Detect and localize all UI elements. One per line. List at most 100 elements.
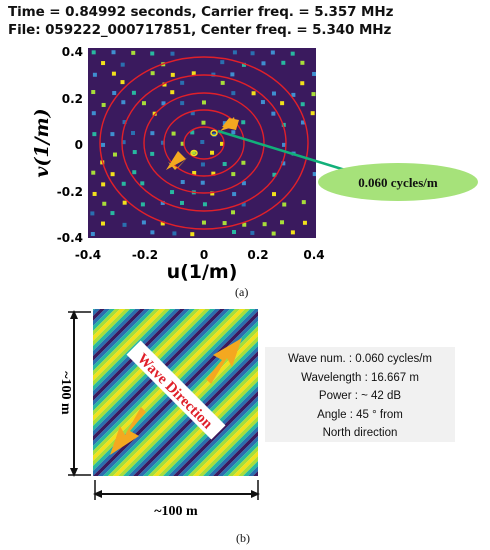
header-line-2: File: 059222_000717851, Center freq. = 5… bbox=[8, 22, 392, 38]
y-tick: -0.4 bbox=[57, 231, 83, 245]
spectrum-plot: 0.060 cycles/m -0.4 -0.2 0 0.2 0.4 0.4 0… bbox=[31, 45, 478, 283]
spectrum-pixel bbox=[112, 152, 117, 157]
spectrum-pixel bbox=[231, 91, 236, 96]
spectrum-pixel bbox=[270, 50, 275, 55]
spectrum-pixel bbox=[160, 200, 165, 205]
x-axis-label: u(1/m) bbox=[167, 261, 238, 283]
wave-stripe bbox=[0, 269, 25, 476]
info-line: North direction bbox=[322, 427, 398, 439]
wave-info-panel: Wave num. : 0.060 cycles/m Wavelength : … bbox=[265, 347, 455, 442]
wave-stripe bbox=[238, 456, 258, 476]
direction-arrow bbox=[206, 338, 242, 384]
spectrum-pixel bbox=[230, 72, 235, 77]
wave-stripe bbox=[223, 441, 258, 476]
spectrum-pixel bbox=[101, 61, 106, 66]
spectrum-pixel bbox=[201, 220, 206, 225]
spectrum-pixel bbox=[91, 170, 96, 175]
spectrum-pixel bbox=[180, 141, 185, 146]
y-tick: 0.2 bbox=[62, 92, 83, 106]
spectrum-pixel bbox=[242, 222, 247, 227]
spectrum-pixel bbox=[150, 51, 155, 56]
spectrum-pixel bbox=[222, 221, 227, 226]
spectrum-pixel bbox=[110, 172, 115, 177]
y-tick: 0 bbox=[75, 138, 83, 152]
spectrum-pixel bbox=[121, 140, 126, 145]
header-line-1: Time = 0.84992 seconds, Carrier freq. = … bbox=[8, 4, 394, 20]
wave-stripe bbox=[188, 406, 258, 476]
wave-stripe bbox=[0, 269, 20, 476]
spectrum-pixel bbox=[300, 102, 305, 107]
spectrum-pixel bbox=[290, 51, 295, 56]
y-axis-label: v(1/m) bbox=[31, 108, 53, 177]
spectrum-pixel bbox=[121, 181, 126, 186]
spectrum-pixel bbox=[92, 72, 97, 77]
contour-rings bbox=[99, 56, 309, 230]
spectrum-pixel bbox=[170, 190, 175, 195]
spectrum-pixel bbox=[200, 180, 205, 185]
spectrum-pixel bbox=[131, 90, 136, 95]
spectrum-pixel bbox=[222, 162, 227, 167]
spectrum-pixel bbox=[100, 221, 105, 226]
wave-stripe bbox=[0, 269, 35, 476]
spectrum-pixel bbox=[101, 182, 106, 187]
spectrum-pixel bbox=[91, 50, 96, 55]
direction-arrow bbox=[168, 157, 188, 170]
spectrum-pixel bbox=[260, 100, 265, 105]
height-label: ~100 m bbox=[58, 371, 73, 415]
spectrum-pixel bbox=[192, 170, 197, 175]
y-tick: 0.4 bbox=[62, 45, 83, 59]
spectrum-pixel bbox=[232, 50, 237, 55]
caption-a: (a) bbox=[235, 285, 249, 299]
spectrum-pixel bbox=[271, 231, 276, 236]
wave-stripe bbox=[0, 269, 30, 476]
spectrum-pixel bbox=[180, 101, 185, 106]
spectrum-pixel bbox=[312, 172, 316, 177]
wave-stripe bbox=[0, 269, 65, 476]
wave-stripe bbox=[0, 269, 40, 476]
spectrum-pixel bbox=[281, 60, 286, 65]
spectrum-pixel bbox=[141, 220, 146, 225]
spectrum-pixel bbox=[311, 92, 316, 97]
spectrum-pixel bbox=[220, 80, 225, 85]
wave-stripe bbox=[0, 269, 55, 476]
x-tick: -0.4 bbox=[75, 248, 101, 262]
spectrum-pixel bbox=[160, 140, 165, 145]
spectrum-pixel bbox=[231, 172, 236, 177]
spectrum-pixel bbox=[211, 72, 216, 77]
spectrum-pixel bbox=[290, 230, 295, 235]
spectrum-pixel bbox=[241, 62, 246, 67]
info-line: Power : ~ 42 dB bbox=[318, 390, 402, 402]
spectrum-pixel bbox=[280, 101, 285, 106]
spectrum-pixel bbox=[280, 220, 285, 225]
spectrum-pixel bbox=[150, 151, 155, 156]
wave-stripe bbox=[198, 416, 258, 476]
spectrum-pixel bbox=[222, 121, 227, 126]
wave-stripe bbox=[253, 471, 258, 476]
spectrum-pixel bbox=[90, 231, 95, 236]
spectrum-pixel bbox=[272, 172, 277, 177]
spectrum-pixel bbox=[92, 132, 97, 137]
spectrum-pixel bbox=[111, 50, 116, 55]
spectrum-pixel bbox=[210, 150, 215, 155]
spectrum-pixel bbox=[271, 111, 276, 116]
spectrum-pixel bbox=[282, 202, 287, 207]
info-line: Angle : 45 ° from bbox=[317, 408, 403, 421]
wave-stripe bbox=[203, 421, 258, 476]
wave-stripe bbox=[0, 269, 105, 476]
spectrum-pixel bbox=[281, 161, 286, 166]
spectrum-pixel bbox=[92, 191, 97, 196]
spectrum-pixel bbox=[191, 150, 196, 155]
wave-stripe bbox=[0, 269, 100, 476]
spectrum-pixel bbox=[170, 51, 175, 56]
spectrum-pixel bbox=[131, 131, 136, 136]
wave-stripe bbox=[0, 269, 50, 476]
spectrum-pixel bbox=[312, 71, 316, 76]
spectrum-pixel bbox=[250, 51, 255, 56]
contour-ring bbox=[163, 109, 245, 177]
caption-b: (b) bbox=[236, 531, 250, 545]
spectrum-pixel bbox=[301, 200, 306, 205]
wave-stripe bbox=[228, 446, 258, 476]
spectrum-pixel bbox=[210, 191, 215, 196]
spectrum-pixel bbox=[201, 100, 206, 105]
spectrum-pixel bbox=[211, 171, 216, 176]
